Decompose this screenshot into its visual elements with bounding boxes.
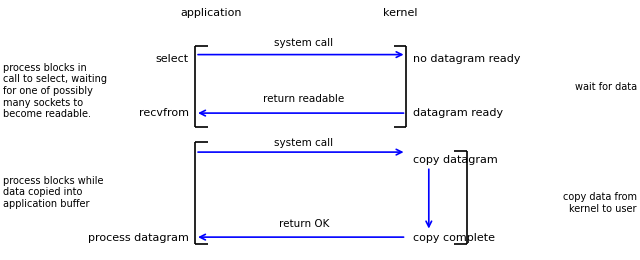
Text: process blocks while
data copied into
application buffer: process blocks while data copied into ap… — [3, 176, 104, 209]
Text: system call: system call — [275, 38, 333, 48]
Text: datagram ready: datagram ready — [413, 108, 503, 118]
Text: recvfrom: recvfrom — [139, 108, 189, 118]
Text: application: application — [180, 8, 242, 18]
Text: kernel: kernel — [383, 8, 417, 18]
Text: select: select — [156, 54, 189, 63]
Text: process datagram: process datagram — [88, 233, 189, 243]
Text: process blocks in
call to select, waiting
for one of possibly
many sockets to
be: process blocks in call to select, waitin… — [3, 63, 108, 119]
Text: copy complete: copy complete — [413, 233, 495, 243]
Text: return OK: return OK — [279, 219, 329, 229]
Text: system call: system call — [275, 138, 333, 148]
Text: no datagram ready: no datagram ready — [413, 54, 520, 63]
Text: copy datagram: copy datagram — [413, 155, 497, 165]
Text: return readable: return readable — [264, 94, 344, 104]
Text: wait for data: wait for data — [575, 82, 637, 92]
Text: copy data from
kernel to user: copy data from kernel to user — [563, 192, 637, 214]
